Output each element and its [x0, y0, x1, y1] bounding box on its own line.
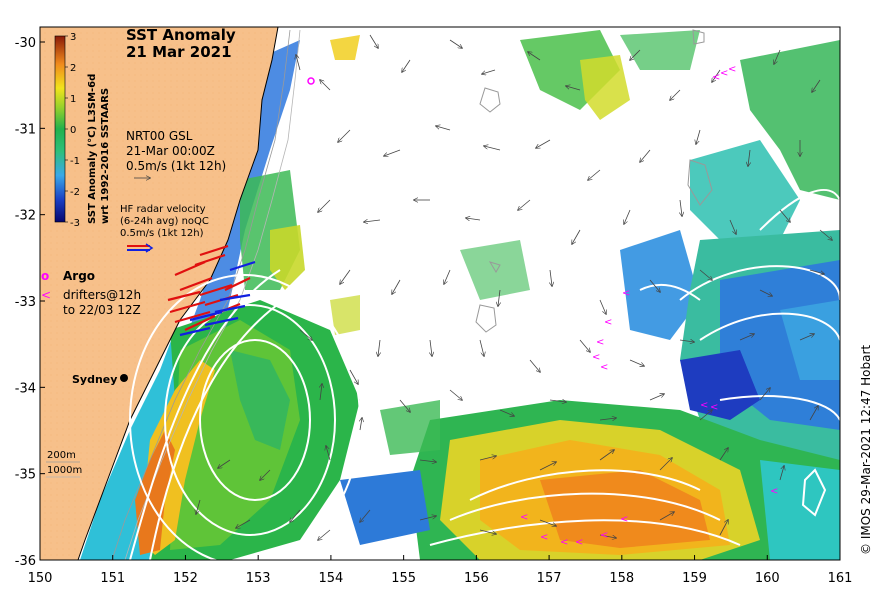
svg-text:<: < — [596, 337, 604, 348]
svg-text:<: < — [592, 352, 600, 363]
x-tick-label: 152 — [173, 571, 198, 586]
svg-text:<: < — [710, 402, 718, 413]
svg-text:<: < — [700, 400, 708, 411]
depth-label-1000m: 1000m — [47, 465, 82, 476]
nrt-label-line3: 0.5m/s (1kt 12h) — [126, 159, 226, 173]
colorbar-tick-label: 3 — [70, 32, 76, 43]
hf-scale-arrowhead — [145, 243, 154, 253]
argo-float-marker — [307, 77, 315, 85]
svg-text:<: < — [575, 537, 583, 548]
x-tick-label: 158 — [609, 571, 634, 586]
svg-text:<: < — [622, 288, 630, 299]
current-arrows — [196, 34, 832, 540]
x-tick-label: 153 — [246, 571, 271, 586]
colorbar-tick-label: -2 — [70, 187, 80, 198]
x-axis: 150 151 152 153 154 155 156 157 158 159 160 161 — [28, 555, 853, 586]
x-tick-label: 161 — [828, 571, 853, 586]
sydney-label: Sydney — [72, 373, 117, 386]
x-tick-label: 155 — [391, 571, 416, 586]
sydney-marker — [120, 374, 128, 382]
colorbar-label-line2: wrt 1992-2016 SSTAARS — [100, 88, 111, 224]
svg-text:<: < — [770, 486, 778, 497]
x-tick-label: 154 — [318, 571, 343, 586]
islands — [475, 29, 713, 333]
land-mass — [40, 27, 278, 560]
svg-text:<: < — [712, 72, 720, 83]
nrt-label-line2: 21-Mar 00:00Z — [126, 144, 215, 158]
x-tick-label: 151 — [100, 571, 125, 586]
colorbar-tick-label: 1 — [70, 94, 76, 105]
y-tick-label: -35 — [15, 468, 36, 483]
colorbar — [54, 35, 66, 223]
colorbar-tick-label: -1 — [70, 156, 80, 167]
y-tick-label: -33 — [15, 295, 36, 310]
svg-text:<: < — [600, 530, 608, 541]
svg-text:<: < — [520, 512, 528, 523]
x-tick-label: 150 — [28, 571, 53, 586]
argo-legend-symbol: o — [41, 269, 49, 283]
svg-text:<: < — [728, 64, 736, 75]
svg-text:<: < — [620, 514, 628, 525]
hf-radar-vectors — [167, 244, 256, 337]
y-tick-label: -31 — [15, 122, 36, 137]
drifter-legend-symbol: < — [41, 288, 51, 302]
y-tick-label: -34 — [15, 381, 36, 396]
y-tick-label: -30 — [15, 36, 36, 51]
y-tick-label: -32 — [15, 209, 36, 224]
svg-text:<: < — [720, 68, 728, 79]
x-tick-label: 159 — [682, 571, 707, 586]
hf-label-line2: (6-24h avg) noQC — [120, 216, 209, 227]
nrt-label-line1: NRT00 GSL — [126, 129, 193, 143]
colorbar-tick-label: 0 — [70, 125, 76, 136]
svg-text:<: < — [560, 537, 568, 548]
colorbar-tick-label: -3 — [70, 218, 80, 229]
map-title-line1: SST Anomaly — [126, 26, 236, 44]
depth-label-200m: 200m — [47, 450, 76, 461]
x-tick-label: 156 — [464, 571, 489, 586]
plot-frame — [39, 26, 841, 561]
x-tick-label: 157 — [537, 571, 562, 586]
colorbar-ticks: 3 2 1 0 -1 -2 -3 — [65, 32, 80, 229]
y-axis: -30 -31 -32 -33 -34 -35 -36 — [15, 36, 45, 569]
svg-text:<: < — [540, 532, 548, 543]
svg-text:<: < — [600, 362, 608, 373]
sst-field — [80, 30, 840, 560]
hf-label-line1: HF radar velocity — [120, 204, 206, 215]
y-tick-label: -36 — [15, 554, 36, 569]
svg-text:<: < — [604, 317, 612, 328]
colorbar-label-line1: SST Anomaly (°C) L3SM-6d — [87, 74, 98, 224]
argo-legend-label: Argo — [63, 269, 95, 283]
isobath-200m — [111, 29, 291, 561]
map-title-line2: 21 Mar 2021 — [126, 43, 232, 61]
colorbar-tick-label: 2 — [70, 63, 76, 74]
drifter-tracks: < < < <<<< << < << < < <<< — [520, 64, 778, 548]
drifter-legend-line1: drifters@12h — [63, 288, 141, 302]
hf-label-line3: 0.5m/s (1kt 12h) — [120, 228, 204, 239]
credit-text: © IMOS 29-Mar-2021 12:47 Hobart — [859, 345, 873, 555]
x-tick-label: 160 — [755, 571, 780, 586]
drifter-legend-line2: to 22/03 12Z — [63, 303, 141, 317]
